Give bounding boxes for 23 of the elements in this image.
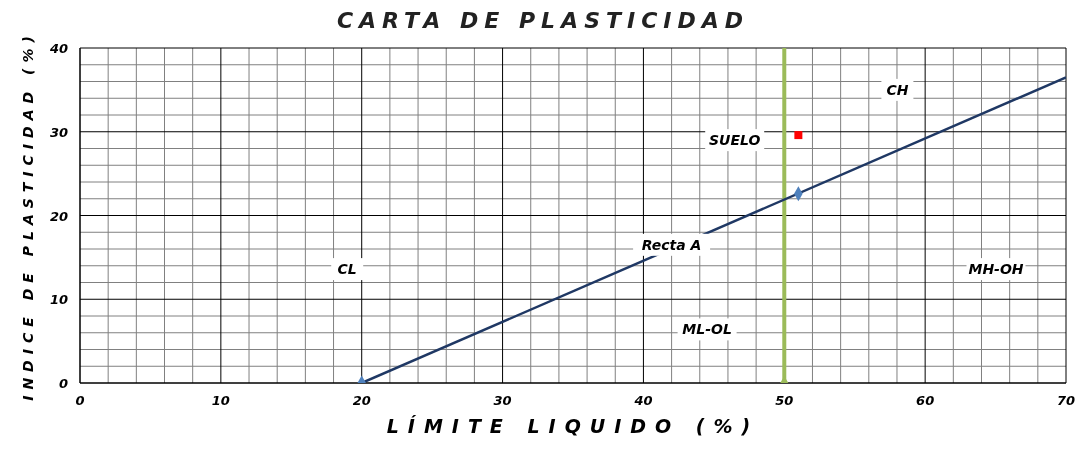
annotation: CH: [886, 81, 909, 98]
y-tick-label: 0: [58, 376, 68, 391]
y-axis-title: INDICE DE PLASTICIDAD (%): [19, 30, 36, 401]
annotation: MH-OH: [968, 261, 1024, 278]
annotation: ML-OL: [682, 321, 732, 338]
x-tick-label: 40: [633, 393, 653, 408]
y-tick-label: 10: [49, 292, 68, 308]
x-tick-label: 70: [1056, 393, 1076, 408]
y-tick-label: 20: [49, 208, 68, 224]
chart-title: CARTA DE PLASTICIDAD: [336, 8, 750, 33]
x-tick-label: 60: [916, 393, 935, 408]
x-tick-label: 20: [352, 393, 371, 408]
x-tick-label: 50: [775, 393, 794, 408]
x-tick-label: 10: [211, 393, 230, 408]
point: [794, 131, 803, 140]
annotation: Recta A: [641, 236, 702, 253]
annotation: SUELO: [709, 132, 761, 149]
y-tick-label: 30: [49, 124, 68, 140]
y-tick-label: 40: [48, 41, 68, 56]
x-tick-label: 0: [75, 393, 85, 408]
x-axis-title: LÍMITE LIQUIDO (%): [386, 415, 760, 437]
annotation: CL: [337, 261, 357, 278]
x-tick-label: 30: [493, 393, 512, 408]
